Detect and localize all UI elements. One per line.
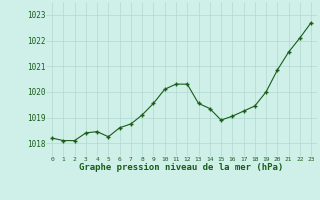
X-axis label: Graphe pression niveau de la mer (hPa): Graphe pression niveau de la mer (hPa) <box>79 163 284 172</box>
